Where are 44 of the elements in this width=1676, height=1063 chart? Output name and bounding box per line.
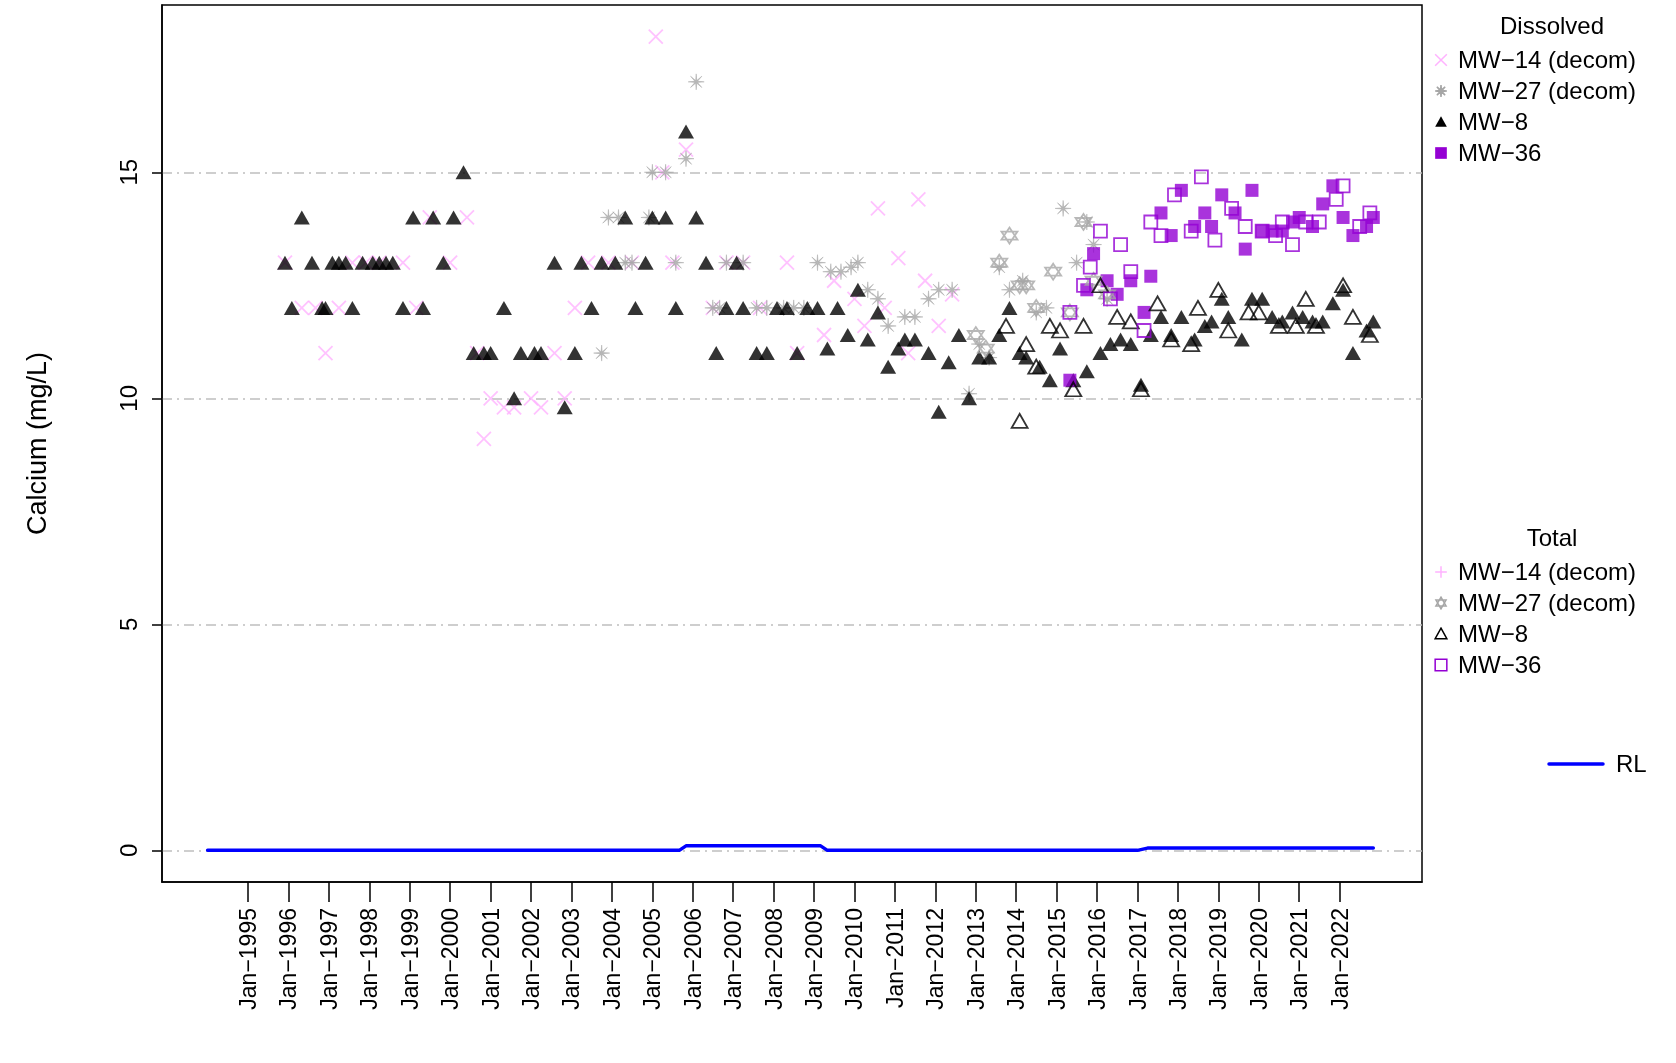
x-tick-label: Jan−2015 [1043,908,1070,1010]
x-tick-label: Jan−1997 [315,908,342,1010]
legend-label: MW−14 (decom) [1458,557,1637,586]
x-tick-label: Jan−2012 [922,908,949,1010]
x-tick-label: Jan−2005 [639,908,666,1010]
x-tick-label: Jan−2002 [518,908,545,1010]
x-tick-label: Jan−2009 [801,908,828,1010]
x-tick-label: Jan−1999 [396,908,423,1010]
x-tick-label: Jan−2011 [881,908,908,1008]
y-tick-label: 0 [114,843,142,858]
legend-label: MW−36 [1458,650,1542,679]
y-tick-label: 10 [114,384,142,412]
x-tick-label: Jan−2014 [1003,907,1030,1010]
x-tick-label: Jan−2007 [720,908,747,1010]
legend-label: MW−27 (decom) [1458,76,1637,105]
y-tick-label: 5 [114,617,142,631]
x-tick-label: Jan−2010 [841,908,868,1010]
x-tick-label: Jan−2016 [1084,908,1111,1010]
x-tick-label: Jan−2004 [598,907,625,1010]
x-tick-label: Jan−1996 [275,908,302,1010]
x-tick-label: Jan−1998 [356,908,383,1010]
legend-label: MW−8 [1458,107,1529,136]
x-tick-label: Jan−2017 [1124,908,1151,1010]
legend-label: MW−8 [1458,619,1529,648]
x-tick-label: Jan−2018 [1164,908,1191,1010]
x-tick-label: Jan−1995 [235,908,262,1010]
x-tick-label: Jan−2022 [1326,908,1353,1010]
text: Dissolved [1499,12,1605,39]
x-tick-label: Jan−2021 [1286,908,1313,1010]
y-tick-label: 15 [114,158,142,186]
x-tick-label: Jan−2001 [477,908,504,1010]
x-tick-label: Jan−2008 [760,908,787,1010]
x-tick-label: Jan−2000 [437,908,464,1010]
legend-label: MW−27 (decom) [1458,588,1637,617]
x-tick-label: Jan−2006 [679,908,706,1010]
legend-label: MW−36 [1458,138,1542,167]
legend-label: RL [1616,749,1647,778]
y-axis-title: Calcium (mg/L) [21,351,52,536]
x-tick-label: Jan−2020 [1245,908,1272,1010]
x-tick-label: Jan−2003 [558,908,585,1010]
legend-label: MW−14 (decom) [1458,45,1637,74]
x-tick-label: Jan−2019 [1205,908,1232,1010]
text: Total [1526,524,1578,551]
x-tick-label: Jan−2013 [962,908,989,1010]
